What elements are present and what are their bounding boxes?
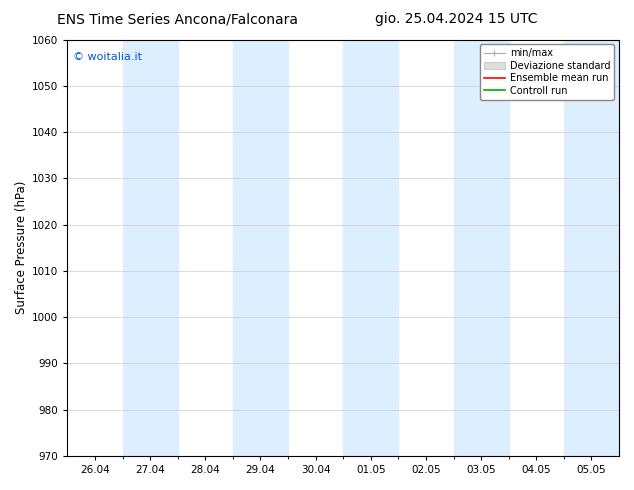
Text: gio. 25.04.2024 15 UTC: gio. 25.04.2024 15 UTC (375, 12, 538, 26)
Bar (453, 40, 508, 456)
Bar (233, 40, 288, 456)
Y-axis label: Surface Pressure (hPa): Surface Pressure (hPa) (15, 181, 28, 315)
Text: © woitalia.it: © woitalia.it (73, 52, 142, 62)
Bar (343, 40, 398, 456)
Text: ENS Time Series Ancona/Falconara: ENS Time Series Ancona/Falconara (57, 12, 298, 26)
Legend: min/max, Deviazione standard, Ensemble mean run, Controll run: min/max, Deviazione standard, Ensemble m… (479, 45, 614, 99)
Bar (122, 40, 178, 456)
Bar (564, 40, 619, 456)
